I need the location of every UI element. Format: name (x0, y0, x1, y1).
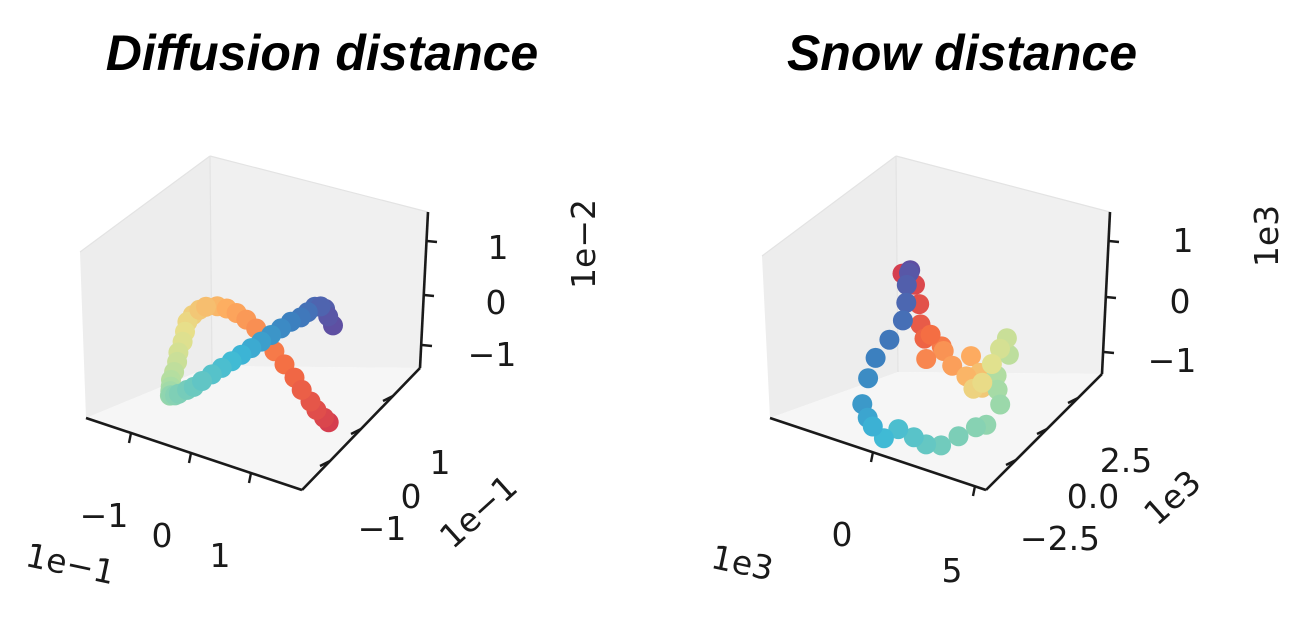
y-tick-mark (1036, 427, 1048, 436)
scatter-point (981, 354, 1002, 374)
z-tick-mark (423, 293, 435, 298)
back-right-pane (896, 156, 1110, 374)
chart-title: Snow distance (787, 25, 1137, 81)
scatter-point (291, 379, 312, 400)
z-axis-line (418, 211, 430, 369)
z-tick-label: −1 (468, 335, 517, 374)
z-tick-label: 0 (486, 283, 507, 322)
z-tick-mark (1103, 350, 1115, 355)
x-tick-label: −1 (80, 496, 129, 535)
data-points (852, 260, 1019, 456)
scatter-point (942, 355, 963, 376)
scatter-point (990, 338, 1010, 359)
y-tick-label: 0.0 (1067, 477, 1119, 516)
scatter-point (931, 435, 952, 456)
x-tick-mark (247, 472, 253, 484)
y-tick-label: 1 (430, 443, 451, 482)
scatter-point (862, 416, 883, 437)
chart-title: Diffusion distance (106, 25, 538, 81)
scatter-point (990, 394, 1011, 415)
y-tick-mark (382, 394, 394, 403)
scatter-point (916, 349, 937, 369)
x-tick-mark (869, 451, 875, 463)
z-tick-mark (1108, 239, 1120, 244)
x-tick-mark (971, 485, 977, 497)
scatter-point (888, 419, 909, 440)
scatter-point (879, 329, 900, 350)
z-tick-label: 1 (1173, 221, 1194, 260)
scatter-point (892, 310, 913, 331)
snow-distance-panel: Snow distance 0 5 −2.5 0.0 2.5 −1 0 1 1e… (708, 25, 1286, 590)
scatter-point (920, 324, 941, 345)
data-points (159, 296, 343, 433)
y-tick-label: 2.5 (1100, 441, 1152, 480)
y-tick-mark (1067, 396, 1079, 405)
y-tick-mark (350, 427, 362, 436)
z-offset-label: 1e−2 (564, 199, 603, 289)
y-axis-line (985, 373, 1103, 491)
x-axis-line (85, 416, 303, 492)
x-tick-mark (187, 452, 193, 464)
z-tick-label: −1 (1148, 341, 1197, 380)
z-tick-mark (421, 343, 433, 348)
z-axis-line (1100, 211, 1112, 375)
x-tick-label: 5 (942, 551, 963, 590)
z-tick-mark (426, 239, 438, 244)
x-tick-mark (127, 432, 133, 444)
scatter-point (972, 372, 993, 393)
x-axis-line (769, 416, 987, 492)
z-tick-mark (1105, 295, 1117, 300)
scatter-point (192, 371, 212, 391)
y-tick-mark (319, 459, 331, 468)
scatter-point (865, 347, 886, 368)
scatter-point (948, 426, 969, 447)
y-tick-label: −2.5 (1020, 519, 1100, 558)
back-left-pane (762, 156, 898, 418)
z-tick-label: 0 (1170, 282, 1191, 321)
x-offset-label: 1e3 (708, 537, 777, 588)
z-offset-label: 1e3 (1247, 205, 1286, 267)
scatter-point (933, 341, 954, 361)
scatter-point (858, 368, 879, 389)
diffusion-distance-panel: Diffusion distance −1 0 1 −1 0 1 −1 0 1 (22, 25, 603, 592)
scatter-point (896, 274, 917, 295)
scatter-point (196, 296, 216, 317)
scatter-point (896, 292, 917, 313)
x-offset-label: 1e−1 (22, 535, 118, 592)
y-tick-mark (1005, 458, 1017, 467)
back-right-pane (210, 156, 428, 368)
scatter-point (965, 417, 986, 438)
y-tick-label: −1 (358, 509, 407, 548)
x-tick-label: 0 (832, 515, 853, 554)
x-tick-label: 1 (210, 536, 231, 575)
y-tick-label: 0 (401, 477, 422, 516)
scatter-point (961, 346, 981, 367)
scatter-point (903, 427, 924, 448)
z-tick-label: 1 (488, 228, 509, 267)
x-tick-label: 0 (152, 516, 173, 555)
